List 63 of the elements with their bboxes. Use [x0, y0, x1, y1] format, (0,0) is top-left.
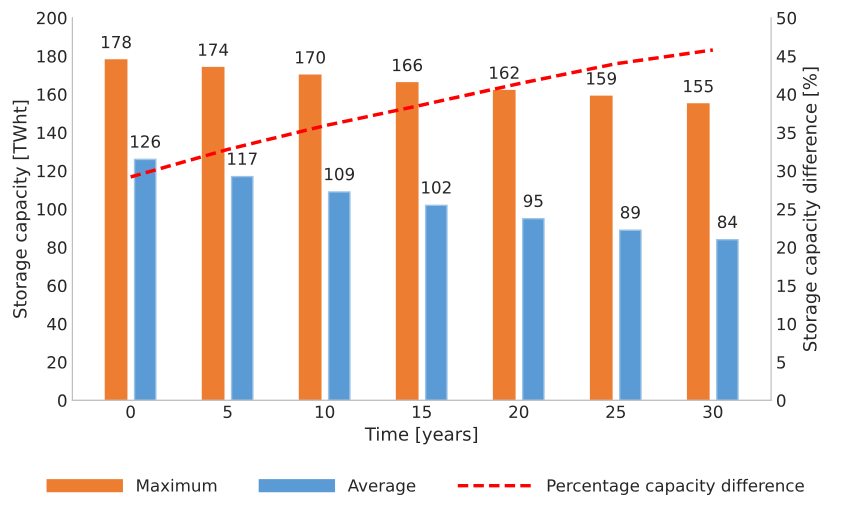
bar: [202, 66, 224, 400]
data-label: 89: [620, 206, 640, 219]
y-tick-label: 40: [47, 318, 66, 330]
x-tick-label: 0: [126, 406, 135, 418]
bar: [590, 96, 613, 400]
y-tick-label: 140: [38, 126, 66, 140]
data-label: 126: [131, 135, 160, 148]
bar: [104, 59, 128, 400]
legend-label: Average: [348, 479, 416, 495]
y-tick-label: 60: [48, 280, 66, 292]
bar: [230, 176, 254, 400]
bar: [716, 239, 739, 400]
y2-tick-label: 40: [776, 88, 796, 101]
x-tick-label: 15: [412, 406, 431, 418]
bar: [492, 90, 516, 400]
legend-label: Percentage capacity difference: [548, 478, 804, 495]
y-tick-label: 160: [38, 88, 66, 101]
y2-tick-label: 0: [777, 394, 786, 407]
data-label: 102: [422, 181, 451, 194]
y2-tick-label: 45: [776, 50, 796, 63]
y2-tick-label: 20: [777, 241, 796, 254]
bar: [396, 82, 419, 400]
bar: [134, 158, 157, 400]
data-label: 159: [587, 72, 616, 85]
bar: [328, 191, 351, 400]
data-label: 178: [102, 36, 131, 48]
data-label: 109: [325, 168, 354, 180]
y2-tick-label: 10: [778, 318, 796, 330]
x-tick-label: 25: [606, 406, 625, 418]
x-axis-title: Time [years]: [364, 426, 478, 444]
x-tick-label: 30: [704, 406, 722, 418]
y-tick-label: 0: [58, 394, 66, 407]
data-label: 166: [393, 58, 422, 72]
bar: [424, 204, 448, 400]
data-label: 162: [490, 66, 518, 79]
y-tick-label: 180: [38, 50, 66, 63]
y2-tick-label: 35: [777, 126, 796, 140]
x-tick-label: 10: [316, 406, 334, 418]
y-tick-label: 20: [48, 356, 66, 369]
x-tick-label: 20: [509, 406, 528, 418]
y2-tick-label: 15: [778, 280, 796, 292]
data-label: 117: [228, 152, 257, 165]
y-tick-label: 200: [36, 12, 66, 24]
data-label: 84: [718, 216, 738, 228]
x-tick-label: 5: [224, 406, 232, 418]
y-tick-label: 80: [47, 241, 66, 254]
y-tick-label: 100: [38, 203, 66, 216]
bar: [298, 74, 322, 400]
bar: [686, 103, 710, 400]
bar: [522, 218, 545, 400]
y2-axis-title: Storage capacity difference [%]: [802, 68, 820, 352]
y-axis-title: Storage capacity [TWht]: [12, 100, 30, 318]
data-label: 155: [684, 80, 713, 92]
bar: [618, 229, 642, 400]
y2-tick-label: 25: [777, 203, 796, 216]
y2-tick-label: 50: [777, 12, 796, 24]
data-label: 170: [296, 51, 325, 64]
y2-tick-label: 5: [777, 356, 786, 369]
y-tick-label: 120: [38, 164, 66, 178]
data-label: 174: [199, 44, 228, 56]
y2-tick-label: 30: [777, 164, 796, 178]
legend-label: Maximum: [137, 478, 216, 492]
data-label: 95: [524, 194, 542, 208]
